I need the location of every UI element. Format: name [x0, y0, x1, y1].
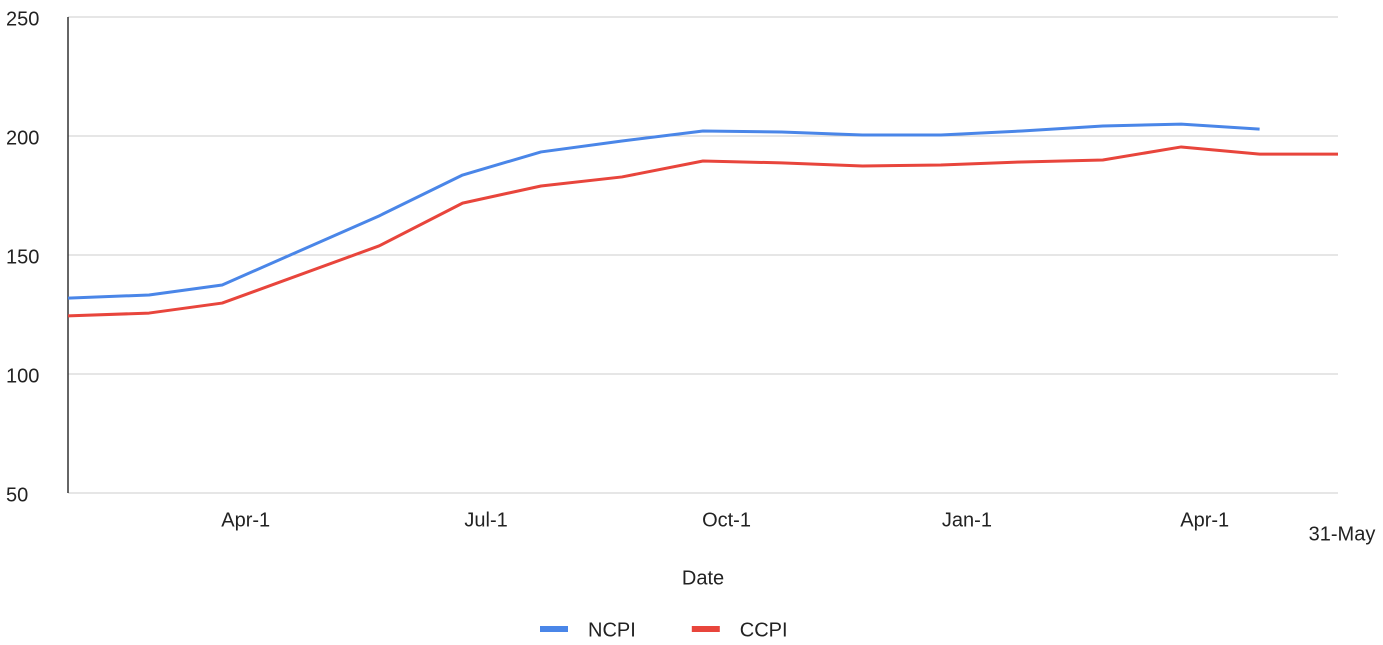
x-end-label: 31-May [1309, 523, 1376, 545]
line-series [67, 122, 1260, 300]
x-tick-label: Jan-1 [942, 509, 992, 531]
line-series [67, 145, 1338, 318]
legend-swatch [691, 626, 720, 632]
x-tick-label: Jul-1 [464, 509, 507, 531]
x-tick-label: Apr-1 [221, 509, 270, 531]
x-tick-label: Oct-1 [702, 509, 751, 531]
legend-label: NCPI [588, 619, 636, 641]
legend-label: CCPI [740, 619, 788, 641]
y-tick-label: 100 [6, 365, 39, 387]
x-axis-title: Date [682, 567, 724, 589]
y-tick-label: 200 [6, 127, 39, 149]
y-tick-label: 50 [6, 484, 28, 506]
legend-swatch [540, 626, 568, 632]
y-tick-label: 150 [6, 246, 39, 268]
x-tick-label: Apr-1 [1180, 509, 1229, 531]
y-tick-label: 250 [6, 8, 39, 30]
